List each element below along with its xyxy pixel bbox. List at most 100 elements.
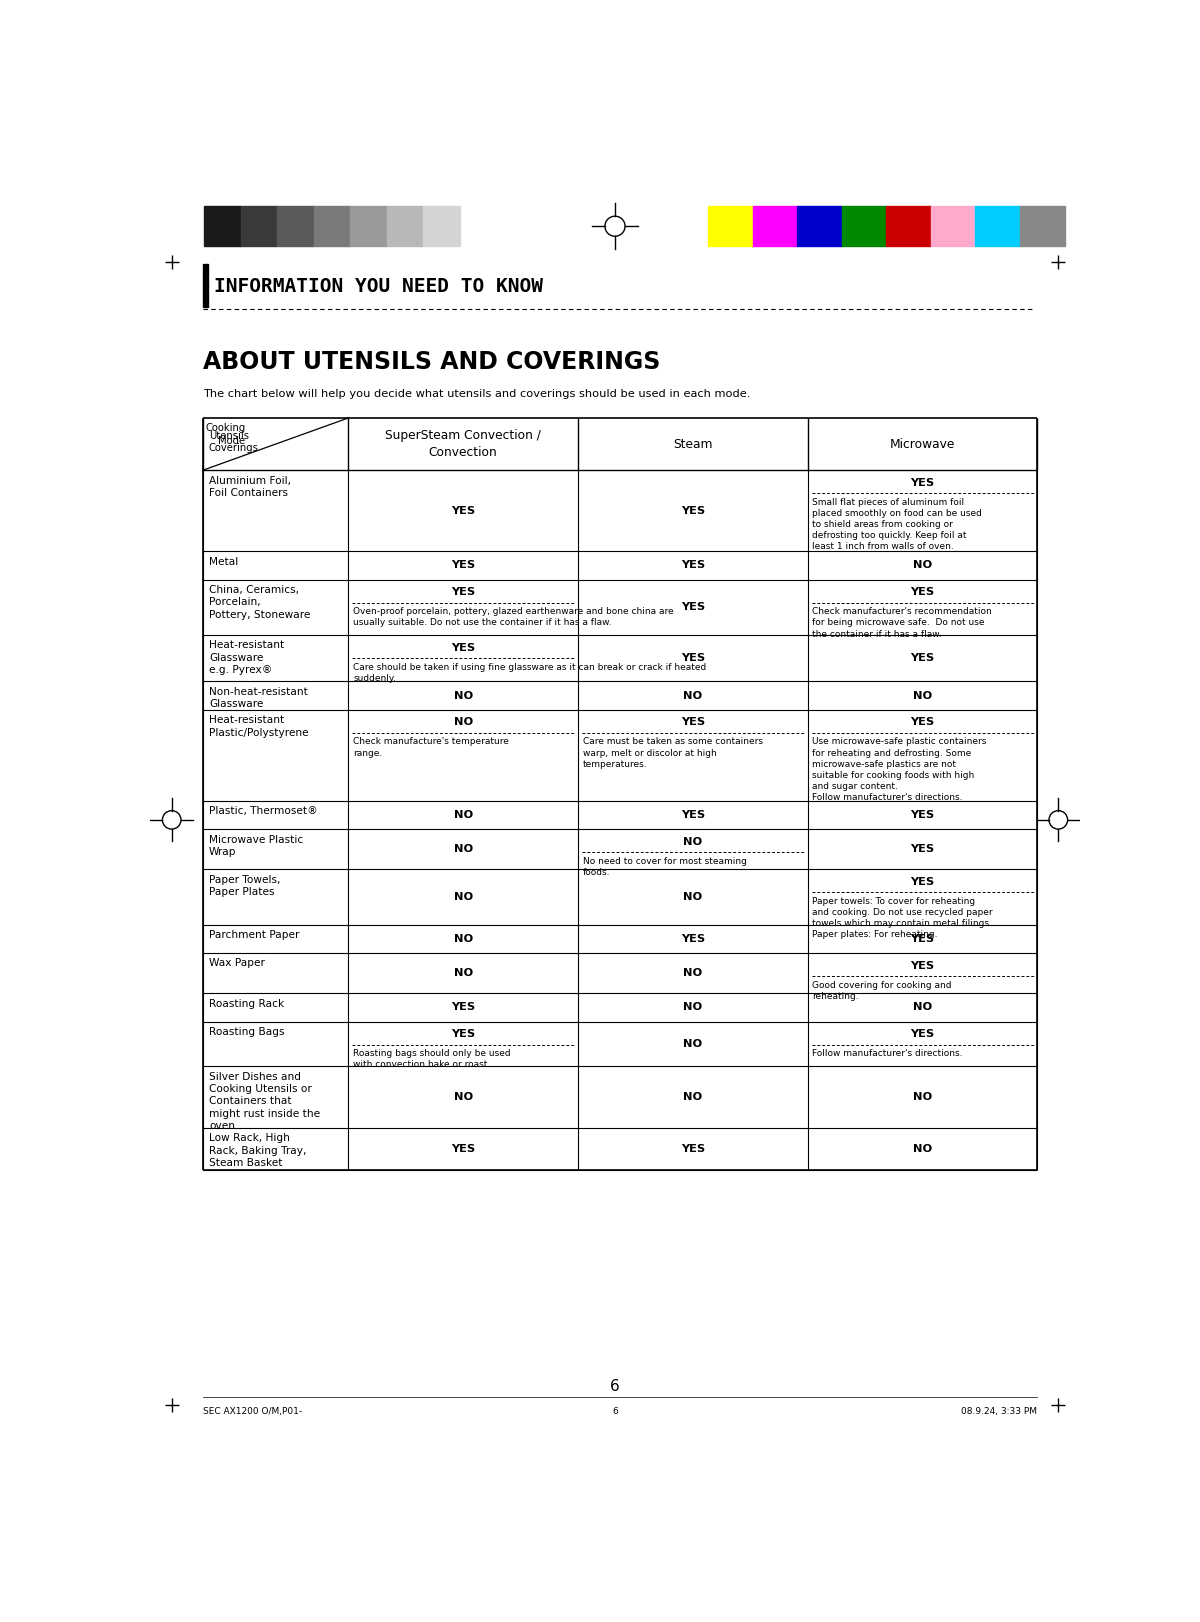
Text: Care should be taken if using fine glassware as it can break or crack if heated
: Care should be taken if using fine glass…	[353, 663, 707, 683]
Bar	[887, 206, 931, 247]
Text: Microwave: Microwave	[890, 438, 955, 451]
Text: Cooking
Mode: Cooking Mode	[205, 423, 245, 446]
Text: NO: NO	[454, 843, 473, 855]
Text: 6: 6	[612, 1406, 618, 1416]
Text: Aluminium Foil,
Foil Containers: Aluminium Foil, Foil Containers	[209, 475, 290, 498]
Text: YES: YES	[451, 560, 475, 571]
Text: NO: NO	[913, 1002, 932, 1012]
Text: YES: YES	[451, 1144, 475, 1155]
Text: NO: NO	[683, 892, 702, 902]
Text: Silver Dishes and
Cooking Utensils or
Containers that
might rust inside the
oven: Silver Dishes and Cooking Utensils or Co…	[209, 1072, 320, 1131]
Text: NO: NO	[683, 1002, 702, 1012]
Bar	[386, 206, 424, 247]
Text: YES: YES	[451, 506, 475, 516]
Text: Heat-resistant
Plastic/Polystyrene: Heat-resistant Plastic/Polystyrene	[209, 715, 308, 738]
Text: Small flat pieces of aluminum foil
placed smoothly on food can be used
to shield: Small flat pieces of aluminum foil place…	[812, 498, 983, 551]
Text: Good covering for cooking and
reheating.: Good covering for cooking and reheating.	[812, 981, 952, 1001]
Text: Roasting bags should only be used
with convection bake or roast.: Roasting bags should only be used with c…	[353, 1049, 511, 1069]
Text: YES: YES	[680, 506, 704, 516]
Text: Low Rack, High
Rack, Baking Tray,
Steam Basket: Low Rack, High Rack, Baking Tray, Steam …	[209, 1134, 306, 1168]
Bar	[241, 206, 277, 247]
Text: ABOUT UTENSILS AND COVERINGS: ABOUT UTENSILS AND COVERINGS	[203, 350, 660, 375]
Text: Oven-proof porcelain, pottery, glazed earthenware and bone china are
usually sui: Oven-proof porcelain, pottery, glazed ea…	[353, 607, 673, 628]
Text: YES: YES	[911, 587, 935, 597]
Text: SuperSteam Convection /
Convection: SuperSteam Convection / Convection	[385, 430, 541, 459]
Text: NO: NO	[454, 691, 473, 701]
Text: Parchment Paper: Parchment Paper	[209, 929, 299, 941]
Text: China, Ceramics,
Porcelain,
Pottery, Stoneware: China, Ceramics, Porcelain, Pottery, Sto…	[209, 586, 311, 620]
Text: NO: NO	[454, 717, 473, 728]
Bar	[1020, 206, 1064, 247]
Text: NO: NO	[454, 1092, 473, 1101]
Text: NO: NO	[683, 1040, 702, 1049]
Text: YES: YES	[911, 654, 935, 663]
Text: Steam: Steam	[673, 438, 713, 451]
Text: YES: YES	[680, 602, 704, 613]
Bar	[976, 206, 1020, 247]
Text: Check manufacturer's recommendation
for being microwave safe.  Do not use
the co: Check manufacturer's recommendation for …	[812, 607, 992, 639]
Text: YES: YES	[680, 809, 704, 819]
Text: Non-heat-resistant
Glassware: Non-heat-resistant Glassware	[209, 686, 307, 709]
Text: Wax Paper: Wax Paper	[209, 959, 265, 968]
Text: NO: NO	[454, 892, 473, 902]
Text: NO: NO	[454, 809, 473, 819]
Bar	[204, 206, 241, 247]
Text: Microwave Plastic
Wrap: Microwave Plastic Wrap	[209, 834, 304, 856]
Text: YES: YES	[911, 478, 935, 488]
Text: Metal: Metal	[209, 556, 238, 566]
Text: Care must be taken as some containers
warp, melt or discolor at high
temperature: Care must be taken as some containers wa…	[583, 738, 763, 769]
Text: INFORMATION YOU NEED TO KNOW: INFORMATION YOU NEED TO KNOW	[214, 277, 542, 295]
Text: NO: NO	[683, 968, 702, 978]
Text: Follow manufacturer's directions.: Follow manufacturer's directions.	[812, 1049, 962, 1058]
Text: Roasting Bags: Roasting Bags	[209, 1027, 284, 1036]
Text: YES: YES	[680, 654, 704, 663]
Text: The chart below will help you decide what utensils and coverings should be used : The chart below will help you decide wha…	[203, 389, 750, 399]
Bar	[752, 206, 797, 247]
Text: YES: YES	[911, 934, 935, 944]
Text: NO: NO	[683, 837, 702, 847]
Text: NO: NO	[683, 1092, 702, 1101]
Bar	[708, 206, 752, 247]
Text: YES: YES	[451, 1030, 475, 1040]
Text: YES: YES	[680, 560, 704, 571]
Bar	[203, 264, 208, 307]
Text: NO: NO	[683, 691, 702, 701]
Text: Plastic, Thermoset®: Plastic, Thermoset®	[209, 806, 318, 816]
Text: YES: YES	[451, 642, 475, 652]
Text: NO: NO	[913, 691, 932, 701]
Text: YES: YES	[911, 1030, 935, 1040]
Text: YES: YES	[911, 843, 935, 855]
Text: 08.9.24, 3:33 PM: 08.9.24, 3:33 PM	[961, 1406, 1037, 1416]
Text: NO: NO	[913, 1144, 932, 1155]
Text: YES: YES	[911, 878, 935, 887]
Text: Roasting Rack: Roasting Rack	[209, 999, 284, 1009]
Bar	[277, 206, 314, 247]
Text: YES: YES	[911, 717, 935, 728]
Bar	[797, 206, 841, 247]
Bar	[350, 206, 386, 247]
Text: Paper towels: To cover for reheating
and cooking. Do not use recycled paper
towe: Paper towels: To cover for reheating and…	[812, 897, 992, 939]
Text: NO: NO	[454, 934, 473, 944]
Bar	[314, 206, 350, 247]
Text: YES: YES	[680, 934, 704, 944]
Bar	[931, 206, 976, 247]
Text: 6: 6	[610, 1379, 620, 1393]
Text: YES: YES	[451, 587, 475, 597]
Text: Utensils
Coverings: Utensils Coverings	[209, 431, 259, 454]
Text: Heat-resistant
Glassware
e.g. Pyrex®: Heat-resistant Glassware e.g. Pyrex®	[209, 641, 284, 675]
Bar	[841, 206, 887, 247]
Text: NO: NO	[913, 560, 932, 571]
Text: YES: YES	[680, 717, 704, 728]
Bar	[424, 206, 460, 247]
Text: YES: YES	[451, 1002, 475, 1012]
Text: NO: NO	[913, 1092, 932, 1101]
Text: Use microwave-safe plastic containers
for reheating and defrosting. Some
microwa: Use microwave-safe plastic containers fo…	[812, 738, 986, 801]
Text: Check manufacture's temperature
range.: Check manufacture's temperature range.	[353, 738, 509, 757]
Text: No need to cover for most steaming
foods.: No need to cover for most steaming foods…	[583, 856, 746, 878]
Text: YES: YES	[911, 960, 935, 972]
Text: YES: YES	[911, 809, 935, 819]
Text: YES: YES	[680, 1144, 704, 1155]
Text: SEC AX1200 O/M,P01-: SEC AX1200 O/M,P01-	[203, 1406, 302, 1416]
Text: Paper Towels,
Paper Plates: Paper Towels, Paper Plates	[209, 874, 281, 897]
Text: NO: NO	[454, 968, 473, 978]
